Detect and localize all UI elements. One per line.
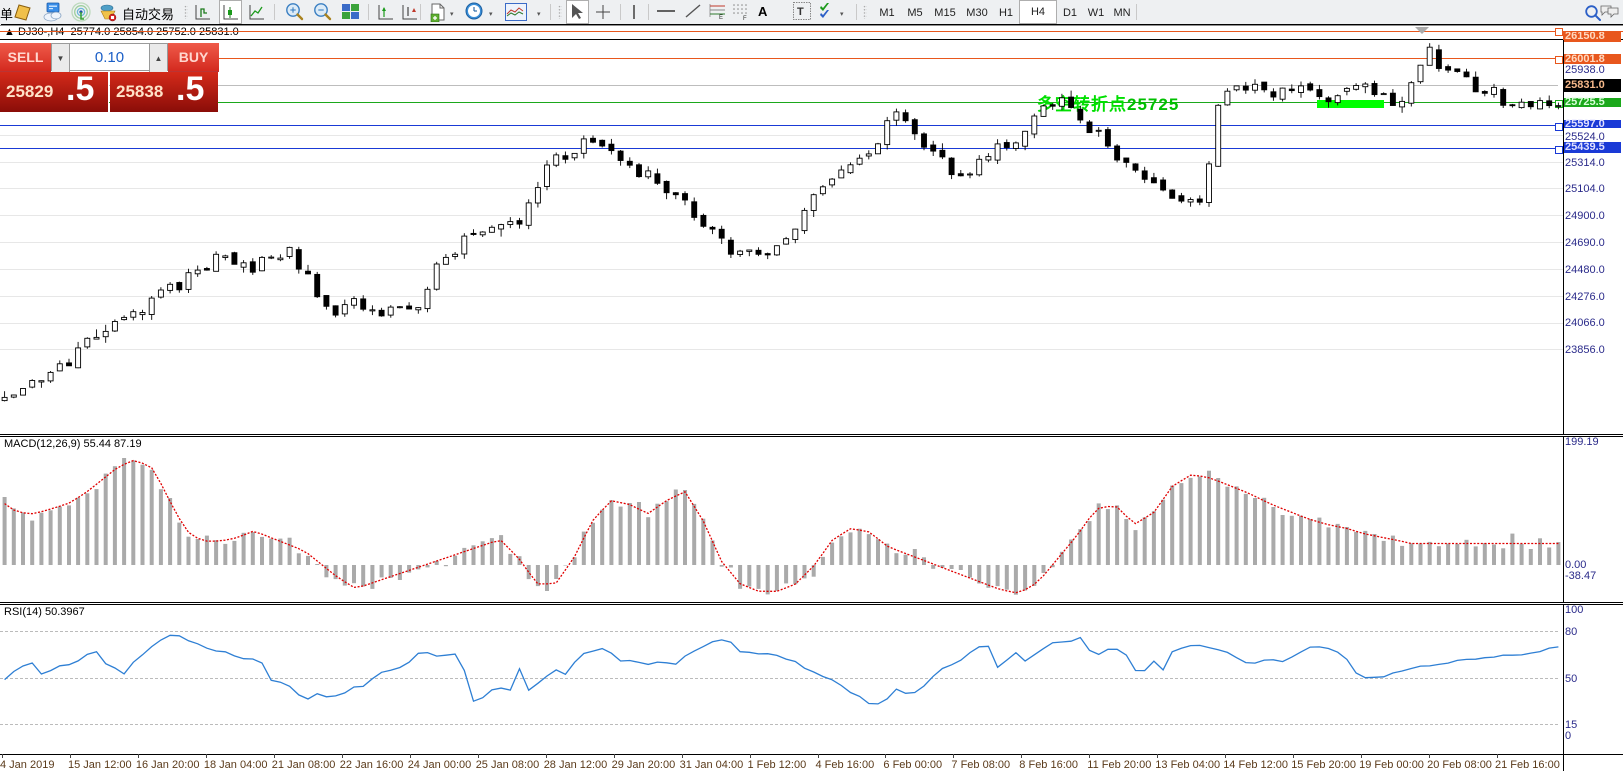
svg-text:E: E bbox=[719, 15, 723, 21]
svg-text:F: F bbox=[743, 16, 747, 21]
svg-text:T: T bbox=[797, 6, 804, 18]
